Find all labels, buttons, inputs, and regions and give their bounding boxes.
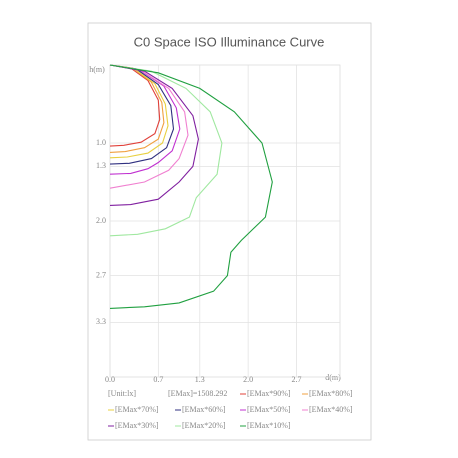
legend-label: [EMax*50%] xyxy=(247,405,291,414)
iso-curve xyxy=(109,64,189,189)
legend-label: [EMax*40%] xyxy=(309,405,353,414)
y-tick-label: 1.3 xyxy=(96,161,106,170)
x-tick-label: 2.7 xyxy=(291,375,301,384)
iso-curve xyxy=(109,64,161,147)
chart-title: C0 Space ISO Illuminance Curve xyxy=(134,34,325,49)
legend-label: [EMax*80%] xyxy=(309,389,353,398)
x-tick-label: 2.0 xyxy=(243,375,253,384)
emax-label: [EMax]=1508.292 xyxy=(168,389,227,398)
y-tick-label: 1.0 xyxy=(96,138,106,147)
y-tick-label: 2.7 xyxy=(96,270,106,279)
legend-label: [EMax*90%] xyxy=(247,389,291,398)
legend-label: [EMax*60%] xyxy=(182,405,226,414)
x-tick-label: 0.0 xyxy=(105,375,115,384)
legend-label: [EMax*30%] xyxy=(115,421,159,430)
iso-curve xyxy=(109,64,175,165)
y-tick-label: 2.0 xyxy=(96,216,106,225)
iso-curve xyxy=(109,64,181,175)
x-tick-label: 1.3 xyxy=(195,375,205,384)
frame xyxy=(87,22,372,441)
legend-label: [EMax*70%] xyxy=(115,405,159,414)
iso-curve xyxy=(109,64,223,237)
legend-label: [EMax*20%] xyxy=(182,421,226,430)
x-tick-label: 0.7 xyxy=(153,375,163,384)
y-tick-label: 3.3 xyxy=(96,317,106,326)
iso-curve xyxy=(109,64,199,206)
iso-curve xyxy=(109,64,169,159)
legend-label: [EMax*10%] xyxy=(247,421,291,430)
iso-curve xyxy=(109,64,273,309)
y-axis-label: h(m) xyxy=(89,65,105,74)
unit-label: [Unit:lx] xyxy=(108,389,136,398)
